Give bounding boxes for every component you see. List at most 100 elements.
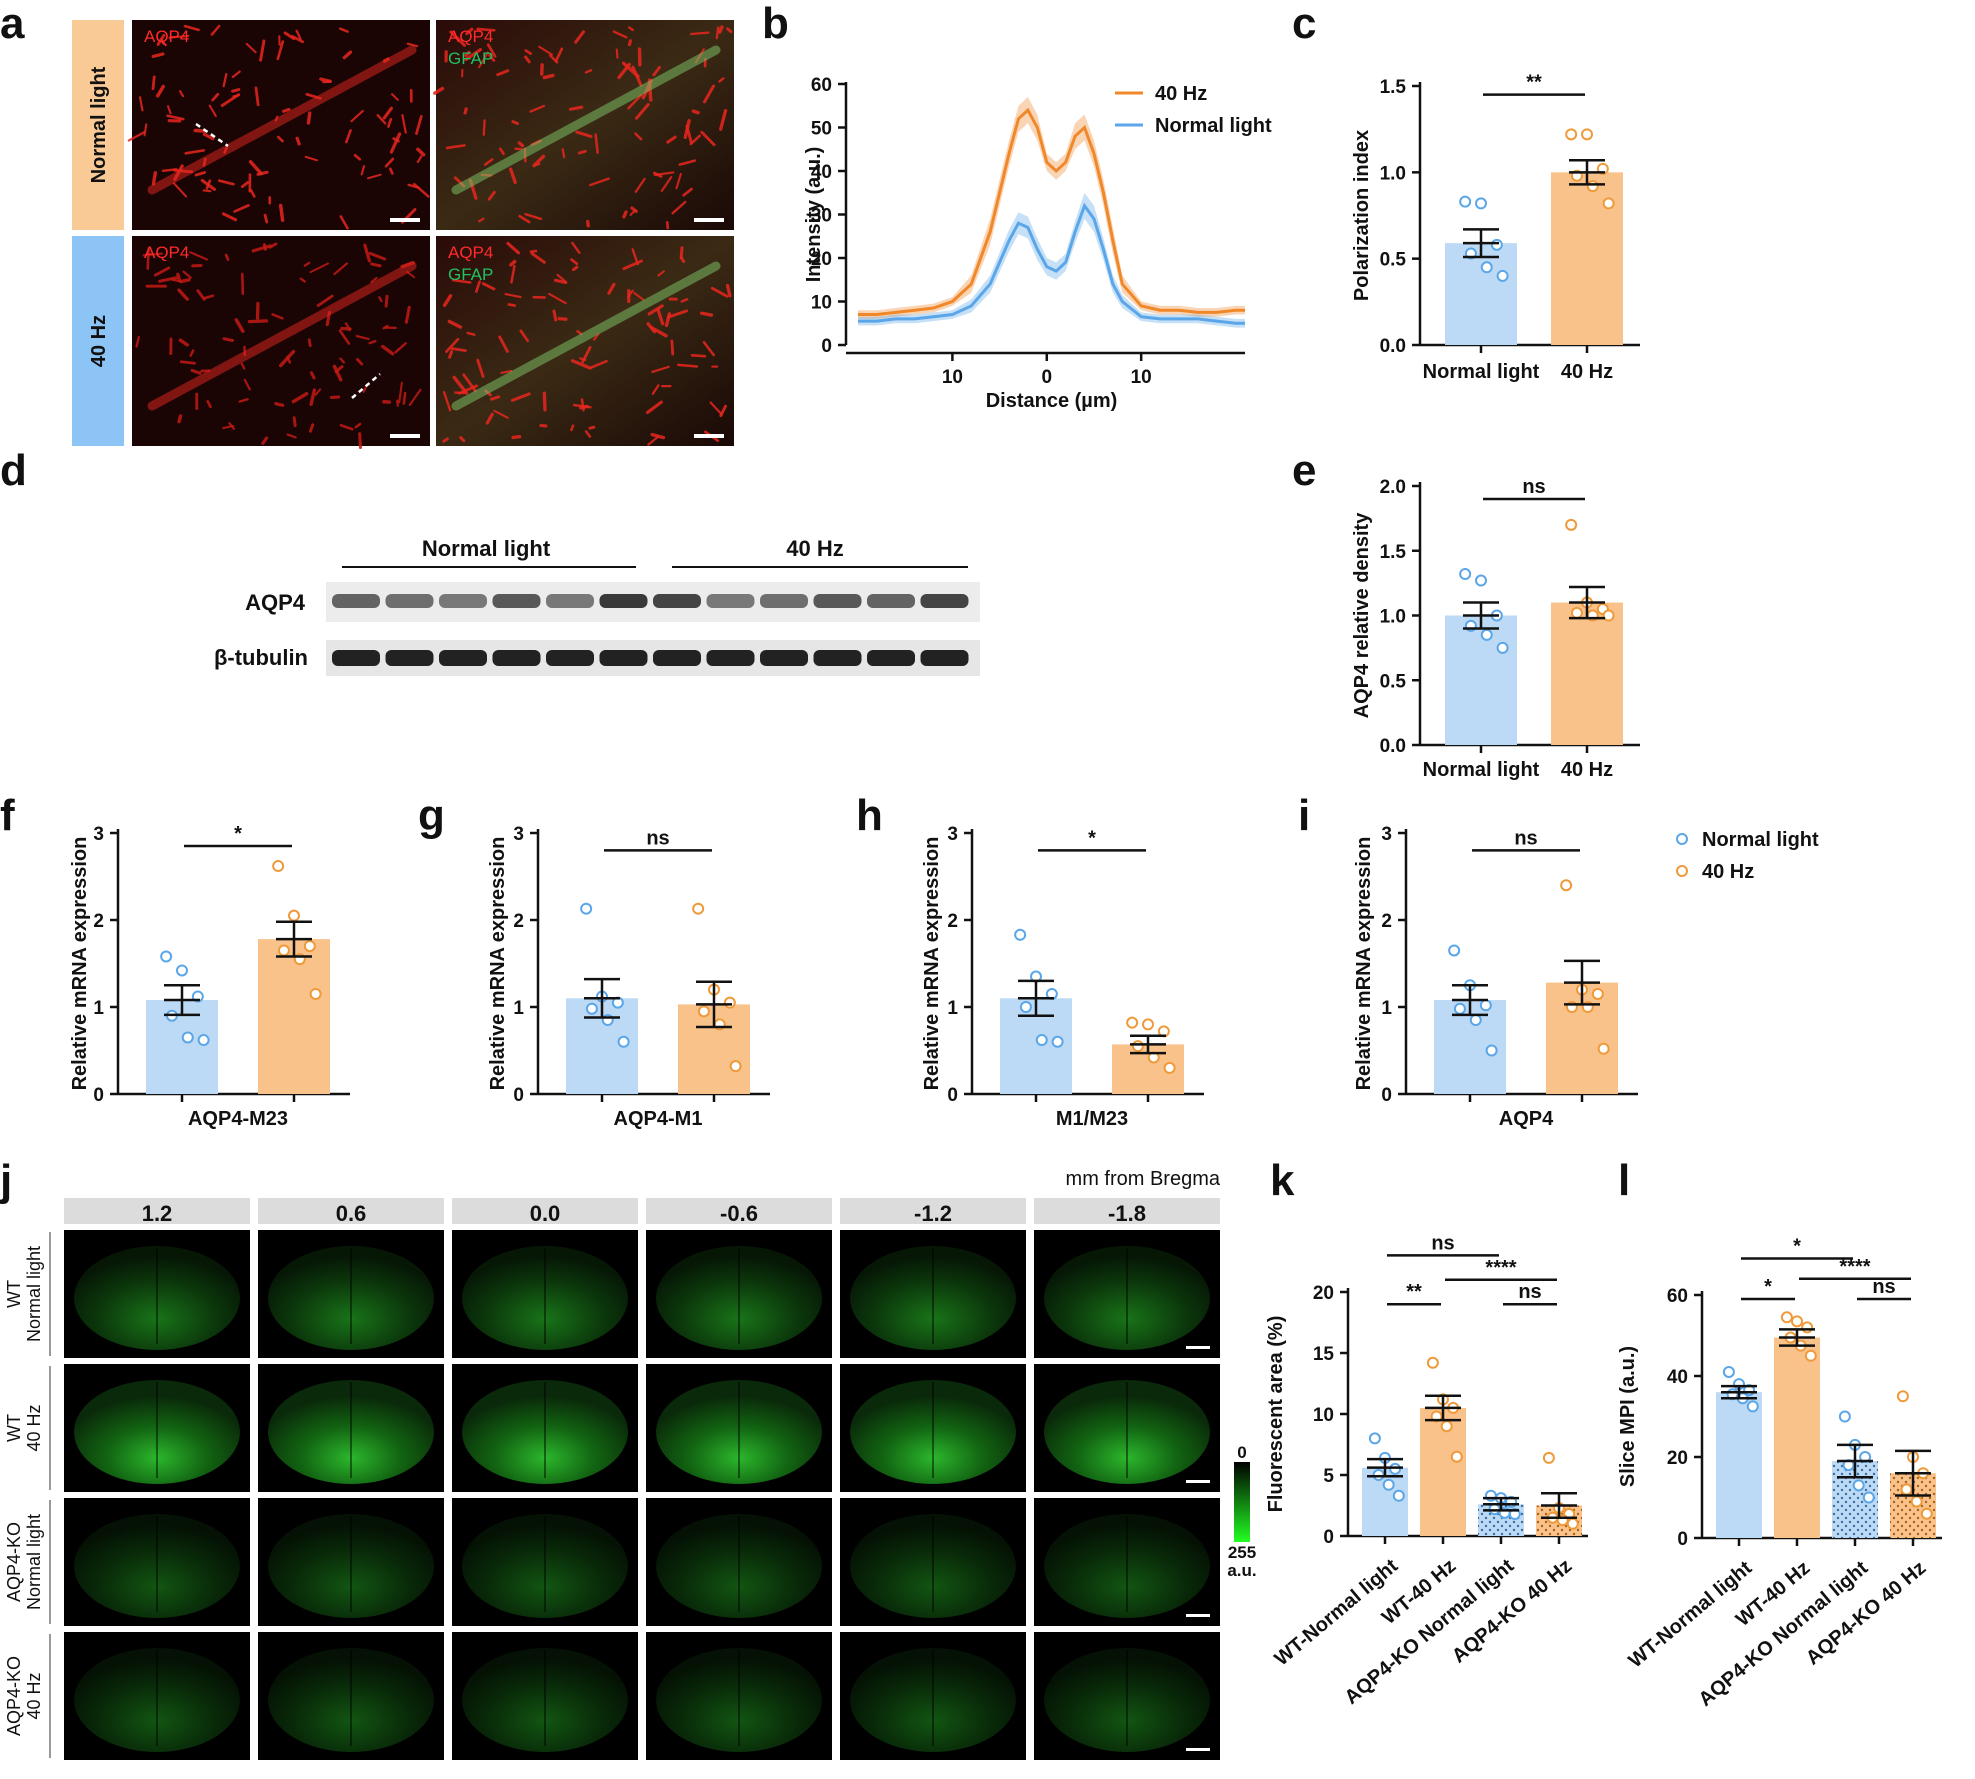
- y-tick-label: 2: [947, 911, 958, 932]
- vessel-segment: [355, 334, 370, 340]
- vessel-segment: [382, 106, 393, 120]
- data-point: [176, 964, 188, 977]
- y-tick-label: 0: [513, 1085, 524, 1106]
- data-point: [723, 996, 736, 1009]
- x-tick-label: 10: [1131, 367, 1152, 388]
- blot-bands: [332, 594, 969, 666]
- data-point: [160, 950, 173, 963]
- blot-band-tubulin: [706, 650, 755, 666]
- vessel-segment: [452, 375, 469, 395]
- x-axis-label: AQP4-M23: [188, 1108, 288, 1130]
- data-point: [1382, 1478, 1395, 1491]
- vessel-segment: [493, 409, 509, 419]
- y-tick-label: 0: [821, 336, 832, 357]
- vessel-segment: [391, 93, 399, 101]
- vessel-segment: [381, 344, 395, 356]
- x-tick-label: 10: [942, 367, 963, 388]
- data-point: [692, 902, 705, 915]
- x-axis-label: AQP4: [1499, 1108, 1554, 1130]
- y-tick-label: 0.0: [1380, 336, 1406, 357]
- data-point: [1426, 1356, 1439, 1369]
- column-header-bg: [1034, 1198, 1220, 1224]
- blot-band-aqp4: [439, 594, 487, 608]
- significance-label: **: [1526, 72, 1542, 94]
- vessel-segment: [451, 278, 472, 284]
- data-point: [277, 944, 290, 957]
- data-point: [1565, 128, 1578, 141]
- vessel-segment: [442, 391, 452, 412]
- large-vessel: [147, 45, 417, 195]
- y-tick-label: 40: [1667, 1367, 1688, 1388]
- scale-bar: [1186, 1614, 1210, 1617]
- vessel-segment: [483, 158, 494, 166]
- vessel-segment: [511, 120, 520, 126]
- vessel-segment: [389, 167, 394, 175]
- data-point: [1453, 1002, 1466, 1015]
- blot-band-tubulin: [867, 650, 915, 666]
- data-point: [1746, 1400, 1759, 1413]
- significance-label: ns: [1522, 476, 1545, 498]
- vessel-segment: [634, 132, 643, 141]
- vessel-segment: [384, 157, 395, 168]
- row-label-condition: Normal light: [24, 1514, 44, 1610]
- data-point: [1801, 1321, 1814, 1334]
- data-point: [1602, 609, 1615, 622]
- column-header-bg: [452, 1198, 638, 1224]
- vessel-segment: [482, 119, 486, 136]
- vessel-segment: [339, 215, 349, 230]
- legend-marker: [1676, 833, 1688, 845]
- vessel-segment: [350, 109, 364, 123]
- blot-band-aqp4: [706, 594, 755, 608]
- data-point: [1496, 269, 1509, 282]
- bregma-header: mm from Bregma: [1066, 1168, 1221, 1190]
- vessel-segment: [585, 219, 590, 228]
- vessel-segment: [656, 308, 665, 326]
- data-point: [1014, 928, 1027, 941]
- blot-band-tubulin: [813, 650, 862, 666]
- vessel-segment: [234, 318, 245, 333]
- vessel-segment: [478, 51, 489, 69]
- vessel-segment: [450, 347, 467, 353]
- column-header-label: 1.2: [142, 1201, 173, 1226]
- vessel-segment: [295, 136, 301, 146]
- column-header-bg: [258, 1198, 444, 1224]
- vessel-segment: [304, 155, 319, 162]
- data-point: [1479, 999, 1492, 1012]
- vessel-segment: [276, 40, 285, 61]
- y-tick-label: 1.5: [1380, 77, 1407, 98]
- vessel-segment: [306, 111, 312, 125]
- y-tick-label: 10: [1313, 1405, 1334, 1426]
- vessel-segment: [445, 338, 460, 353]
- vessel-segment: [402, 391, 407, 405]
- vessel-segment: [557, 316, 568, 321]
- vessel-segment: [553, 278, 568, 285]
- vessel-segment: [166, 105, 172, 115]
- vessel-segment: [719, 108, 728, 131]
- y-tick-label: 2: [1381, 911, 1392, 932]
- column-header-bg: [840, 1198, 1026, 1224]
- profile-line-40hz: [351, 373, 381, 399]
- vessel-segment: [178, 338, 189, 347]
- vessel-segment: [690, 31, 710, 36]
- vessel-segment: [575, 130, 593, 138]
- vessel-segment: [151, 52, 165, 59]
- vessel-segment: [206, 400, 212, 409]
- vessel-segment: [476, 358, 485, 378]
- data-point: [617, 1035, 630, 1048]
- vessel-segment: [577, 149, 587, 155]
- vessel-segment: [182, 270, 192, 279]
- scale-bar: [694, 434, 724, 438]
- y-axis-label: Relative mRNA expression: [69, 837, 91, 1091]
- vessel-segment: [474, 280, 481, 293]
- vessel-segment: [360, 165, 366, 176]
- data-point: [1019, 1001, 1032, 1013]
- blot-band-tubulin: [599, 650, 648, 666]
- column-header-label: -1.2: [914, 1201, 952, 1226]
- y-tick-label: 0.5: [1380, 250, 1407, 271]
- panel-e-label: e: [1292, 446, 1316, 495]
- vessel-segment: [256, 170, 269, 176]
- vessel-segment: [532, 154, 546, 168]
- data-point: [1900, 1483, 1913, 1496]
